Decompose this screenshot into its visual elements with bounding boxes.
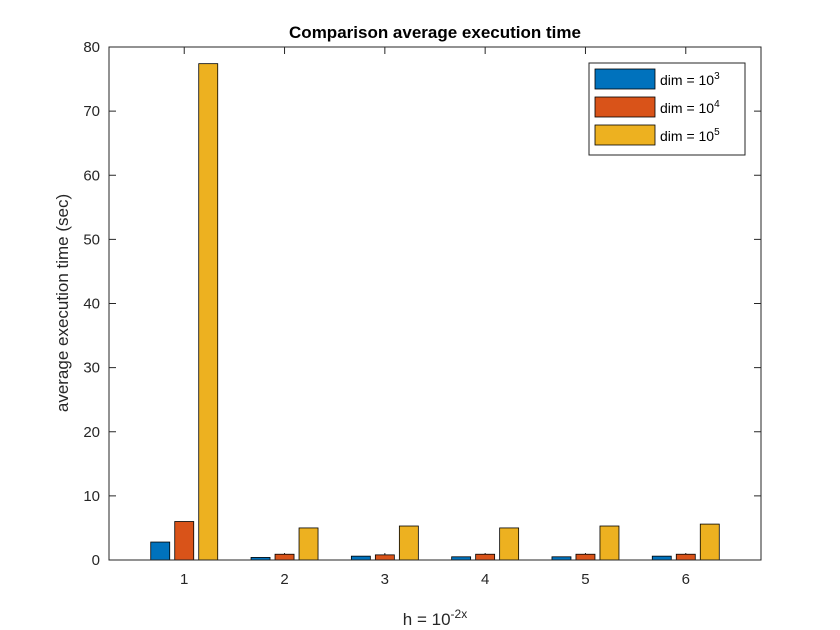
x-tick-label: 3 <box>381 571 389 588</box>
y-tick-label: 30 <box>83 360 100 377</box>
legend-swatch <box>595 97 655 117</box>
bar-series-2 <box>476 554 495 560</box>
legend-label: dim = 103 <box>660 71 720 88</box>
x-tick-label: 2 <box>280 571 288 588</box>
y-tick-label: 70 <box>83 103 100 120</box>
y-axis-title: average execution time (sec) <box>53 194 72 412</box>
x-tick-label: 6 <box>682 571 690 588</box>
bar-series-2 <box>676 554 695 560</box>
bar-series-2 <box>175 522 194 560</box>
y-tick-label: 50 <box>83 231 100 248</box>
bar-series-3 <box>500 528 519 560</box>
y-tick-label: 20 <box>83 424 100 441</box>
bar-series-3 <box>399 526 418 560</box>
bar-series-3 <box>199 64 218 560</box>
y-tick-label: 0 <box>92 552 100 569</box>
y-tick-label: 60 <box>83 167 100 184</box>
x-axis-title-base: h = 10 <box>403 610 451 629</box>
legend-label: dim = 105 <box>660 127 720 144</box>
y-tick-label: 80 <box>83 39 100 56</box>
legend-swatch <box>595 125 655 145</box>
x-axis-title: h = 10-2x <box>403 607 467 629</box>
bar-series-3 <box>700 524 719 560</box>
y-tick-label: 40 <box>83 296 100 313</box>
bar-series-1 <box>652 556 671 560</box>
legend: dim = 103 dim = 104 dim = 105 <box>589 63 745 155</box>
x-tick-label: 4 <box>481 571 489 588</box>
x-tick-label: 5 <box>581 571 589 588</box>
x-tick-label: 1 <box>180 571 188 588</box>
bar-series-2 <box>576 554 595 560</box>
bar-series-3 <box>299 528 318 560</box>
bar-series-3 <box>600 526 619 560</box>
bar-series-1 <box>351 556 370 560</box>
legend-label: dim = 104 <box>660 99 720 116</box>
chart-title: Comparison average execution time <box>289 23 581 42</box>
bar-series-1 <box>151 542 170 560</box>
y-tick-label: 10 <box>83 488 100 505</box>
legend-swatch <box>595 69 655 89</box>
x-axis-title-exponent: -2x <box>451 607 468 621</box>
bar-series-2 <box>375 555 394 560</box>
bar-series-2 <box>275 554 294 560</box>
